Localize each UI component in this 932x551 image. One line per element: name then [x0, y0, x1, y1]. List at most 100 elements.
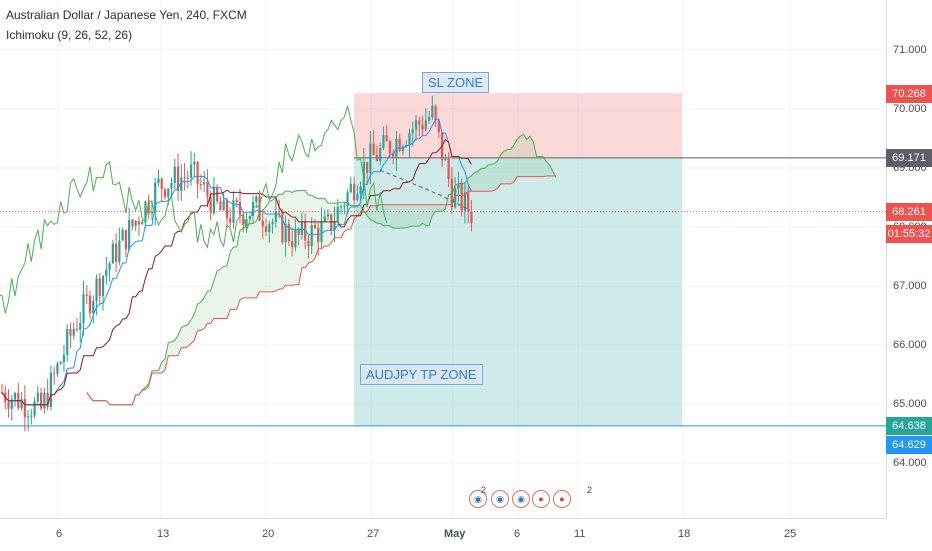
price-tick: 67.000	[893, 280, 927, 292]
candle-body	[255, 196, 258, 203]
bar-countdown: 01:55:32	[886, 225, 932, 243]
candle-body	[366, 161, 369, 173]
price-chart[interactable]	[0, 0, 886, 518]
candle-body	[170, 182, 173, 189]
candle-body	[141, 222, 144, 225]
candle-body	[281, 212, 284, 243]
jp-flag-icon[interactable]: ●	[553, 490, 571, 508]
candle-body	[176, 166, 180, 191]
candle-body	[115, 243, 118, 262]
candle-body	[310, 225, 313, 247]
candle-body	[264, 226, 268, 232]
candle-body	[323, 216, 326, 222]
price-tick: 71.000	[893, 44, 927, 56]
candle-body	[336, 207, 339, 222]
event-count: 2	[481, 485, 487, 495]
chart-area[interactable]: Australian Dollar / Japanese Yen, 240, F…	[0, 0, 886, 518]
candle-body	[43, 392, 46, 409]
au-flag-icon[interactable]: ◉	[469, 490, 487, 508]
candle-body	[313, 225, 317, 229]
candle-body	[183, 177, 186, 179]
candle-body	[326, 214, 330, 217]
candle-body	[206, 182, 209, 197]
candle-body	[36, 392, 39, 402]
candle-body	[349, 183, 352, 193]
candle-body	[427, 117, 431, 121]
candle-body	[196, 162, 199, 185]
jp-flag-icon[interactable]: ●	[532, 490, 550, 508]
candle-body	[339, 206, 343, 208]
tp-zone	[354, 157, 682, 426]
candle-body	[359, 186, 362, 195]
candle-body	[362, 161, 365, 187]
time-tick: May	[444, 528, 466, 540]
candle-body	[372, 143, 375, 155]
candle-body	[150, 211, 154, 214]
candle-body	[320, 221, 323, 243]
candle-body	[392, 153, 395, 157]
tp-zone-label[interactable]: AUDJPY TP ZONE	[360, 364, 483, 385]
candle-body	[92, 301, 95, 314]
candle-body	[343, 206, 346, 208]
time-tick: 18	[678, 528, 691, 540]
span-a-line	[86, 133, 557, 406]
au-flag-icon[interactable]: ◉	[491, 490, 509, 508]
candle-body	[26, 416, 30, 418]
event-count: 2	[587, 485, 593, 495]
candle-body	[297, 229, 300, 235]
time-tick: 27	[367, 528, 380, 540]
candle-body	[33, 401, 36, 416]
candle-body	[317, 228, 320, 243]
current-price-tag: 68.261	[886, 203, 932, 221]
candle-body	[85, 294, 88, 296]
au-flag-icon[interactable]: ◉	[512, 490, 530, 508]
tenkan-line	[1, 118, 472, 406]
candle-body	[186, 177, 189, 179]
candle-body	[30, 415, 33, 417]
time-axis[interactable]: 6 13 20 27 May 6 11 18 25	[0, 518, 886, 551]
candle-body	[385, 135, 388, 142]
candle-body	[291, 241, 294, 248]
candle-body	[157, 178, 160, 183]
candle-body	[20, 399, 23, 409]
candle-body	[447, 158, 450, 179]
candle-body	[382, 135, 385, 149]
candle-body	[10, 399, 13, 409]
candle-body	[137, 221, 141, 225]
candle-body	[108, 263, 111, 270]
candle-body	[434, 105, 437, 121]
candle-body	[95, 278, 98, 302]
candle-body	[424, 120, 427, 130]
candle-body	[105, 269, 108, 277]
candle-body	[212, 186, 215, 214]
candle-body	[40, 392, 43, 409]
candle-body	[307, 240, 310, 247]
candle-body	[294, 229, 297, 248]
candle-body	[287, 224, 290, 242]
sl-zone-label[interactable]: SL ZONE	[422, 72, 490, 93]
indicator-label[interactable]: Ichimoku (9, 26, 52, 26)	[6, 28, 133, 42]
chart-title: Australian Dollar / Japanese Yen, 240, F…	[6, 8, 247, 22]
candle-body	[216, 186, 219, 202]
candle-body	[268, 224, 271, 232]
candle-body	[219, 201, 222, 211]
candle-body	[203, 182, 206, 185]
candle-body	[98, 278, 101, 297]
candle-body	[352, 183, 356, 200]
time-tick: 6	[56, 528, 63, 540]
candle-body	[88, 295, 92, 314]
candle-body	[131, 219, 134, 226]
candle-body	[53, 372, 56, 374]
candle-body	[444, 158, 447, 161]
candle-body	[225, 200, 229, 219]
candle-body	[7, 401, 10, 409]
candle-body	[128, 219, 131, 250]
candle-body	[437, 120, 440, 133]
candle-body	[163, 189, 167, 197]
candle-body	[369, 143, 372, 173]
candle-body	[470, 211, 473, 223]
candle-body	[284, 224, 287, 243]
candle-body	[59, 361, 62, 364]
candle-body	[49, 372, 52, 408]
time-tick: 6	[514, 528, 521, 540]
